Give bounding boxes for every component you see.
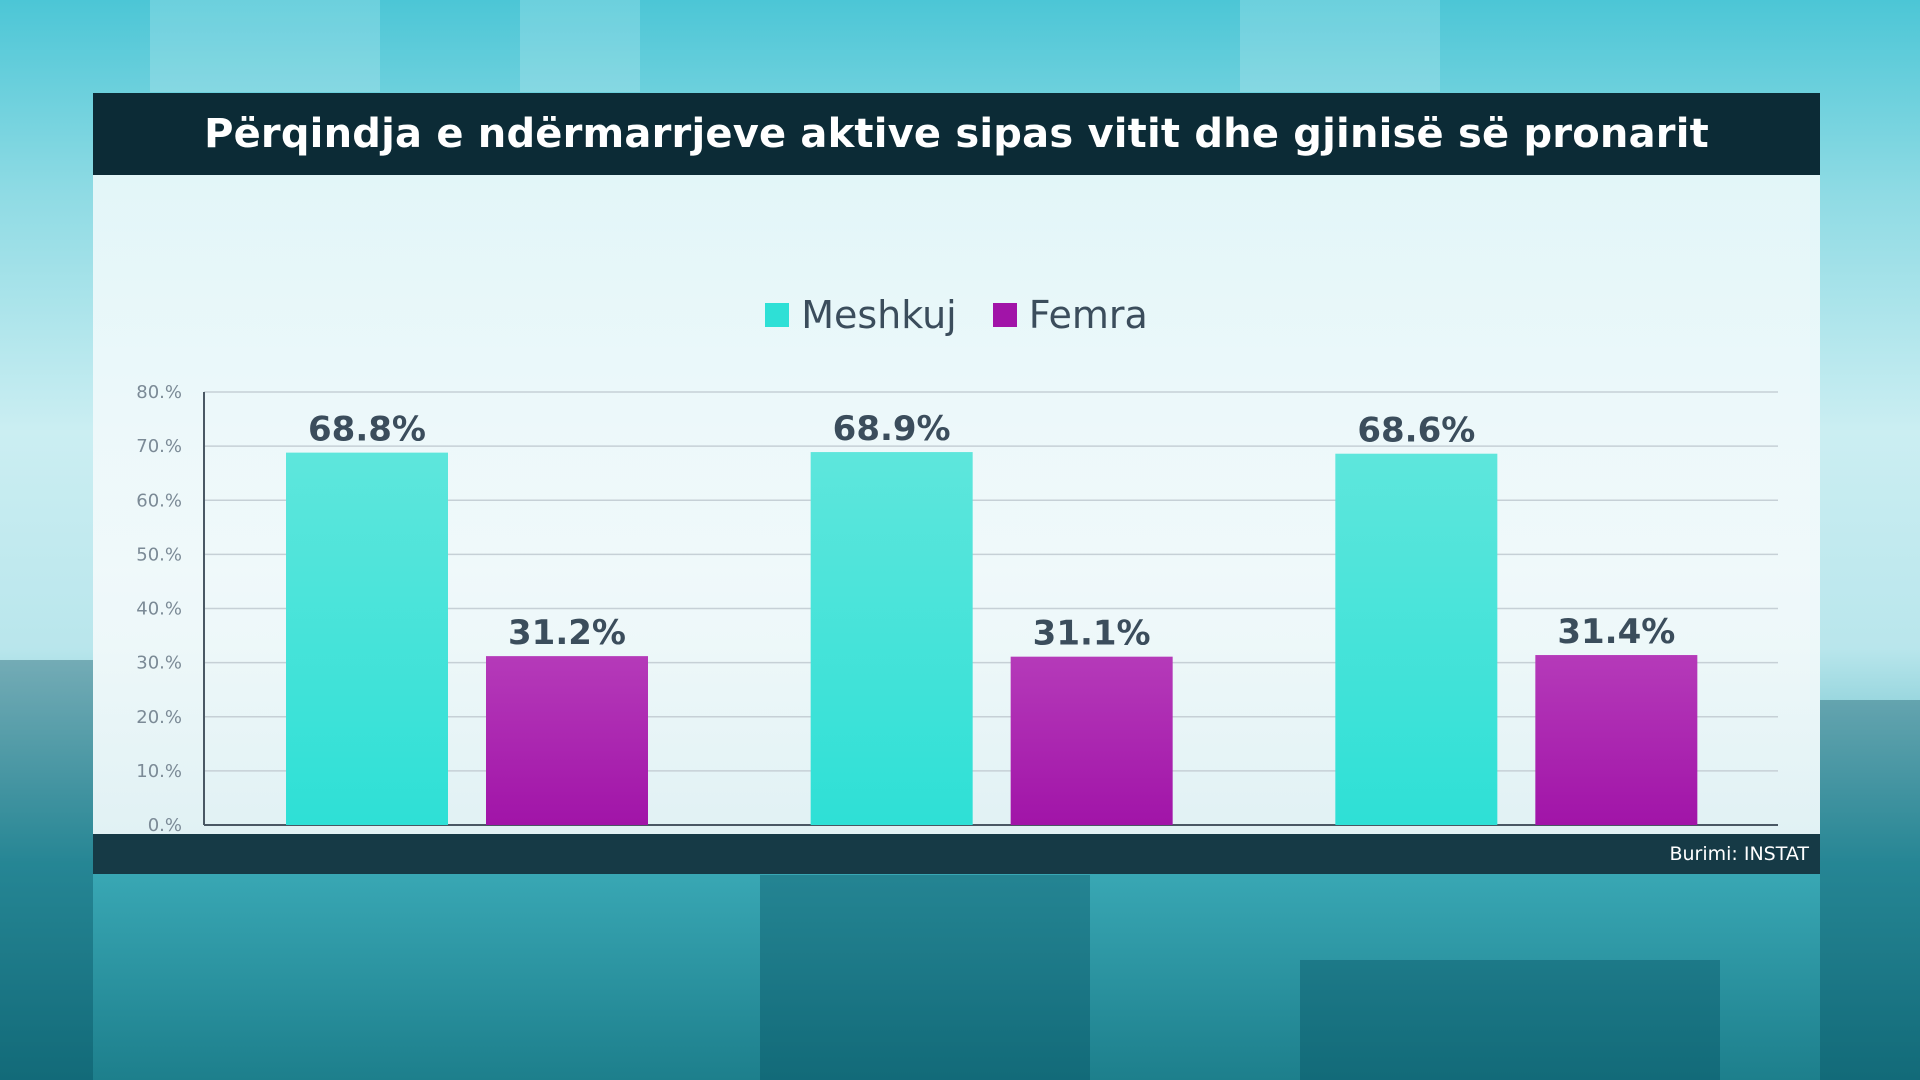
y-tick-label: 0.%	[148, 815, 182, 834]
bar-chart: 0.% 10.% 20.% 30.% 40.% 50.% 60.% 70.% 80.% 68.8%…	[136, 382, 1778, 834]
bar-meshkuj-2021	[810, 452, 973, 825]
bar-meshkuj-2020	[1335, 453, 1498, 825]
bar-femra-2021	[1010, 656, 1173, 825]
legend-swatch-femra	[992, 303, 1017, 327]
data-label-femra-2020: 31.4%	[1557, 612, 1675, 652]
y-tick-label: 50.%	[136, 544, 182, 565]
data-label-femra-2022: 31.2%	[508, 613, 626, 653]
data-label-meshkuj-2022: 68.8%	[308, 410, 426, 450]
legend: Meshkuj Femra	[93, 290, 1820, 340]
source-text: Burimi: INSTAT	[1669, 843, 1809, 865]
y-tick-label: 80.%	[136, 382, 182, 403]
data-label-femra-2021: 31.1%	[1033, 614, 1151, 654]
data-label-meshkuj-2020: 68.6%	[1357, 411, 1475, 451]
y-tick-label: 20.%	[136, 707, 182, 728]
chart-title: Përqindja e ndërmarrjeve aktive sipas vi…	[204, 111, 1709, 157]
legend-label-meshkuj: Meshkuj	[801, 293, 957, 337]
source-bar: Burimi: INSTAT	[93, 834, 1820, 874]
legend-item-femra: Femra	[992, 293, 1148, 337]
chart-card: Përqindja e ndërmarrjeve aktive sipas vi…	[93, 93, 1820, 874]
y-tick-label: 60.%	[136, 490, 182, 511]
legend-label-femra: Femra	[1028, 293, 1148, 337]
bar-femra-2020	[1535, 655, 1698, 825]
y-tick-label: 40.%	[136, 599, 182, 620]
bar-meshkuj-2022	[286, 452, 448, 825]
chart-panel: Meshkuj Femra 0.% 10.% 20.% 30.% 40.% 50.% 60.…	[93, 175, 1820, 834]
legend-item-meshkuj: Meshkuj	[765, 293, 957, 337]
bar-femra-2022	[486, 656, 648, 825]
title-bar: Përqindja e ndërmarrjeve aktive sipas vi…	[93, 93, 1820, 175]
data-label-meshkuj-2021: 68.9%	[833, 409, 951, 449]
y-tick-label: 30.%	[136, 653, 182, 674]
y-tick-label: 10.%	[136, 761, 182, 782]
legend-swatch-meshkuj	[765, 303, 790, 327]
y-tick-label: 70.%	[136, 436, 182, 457]
